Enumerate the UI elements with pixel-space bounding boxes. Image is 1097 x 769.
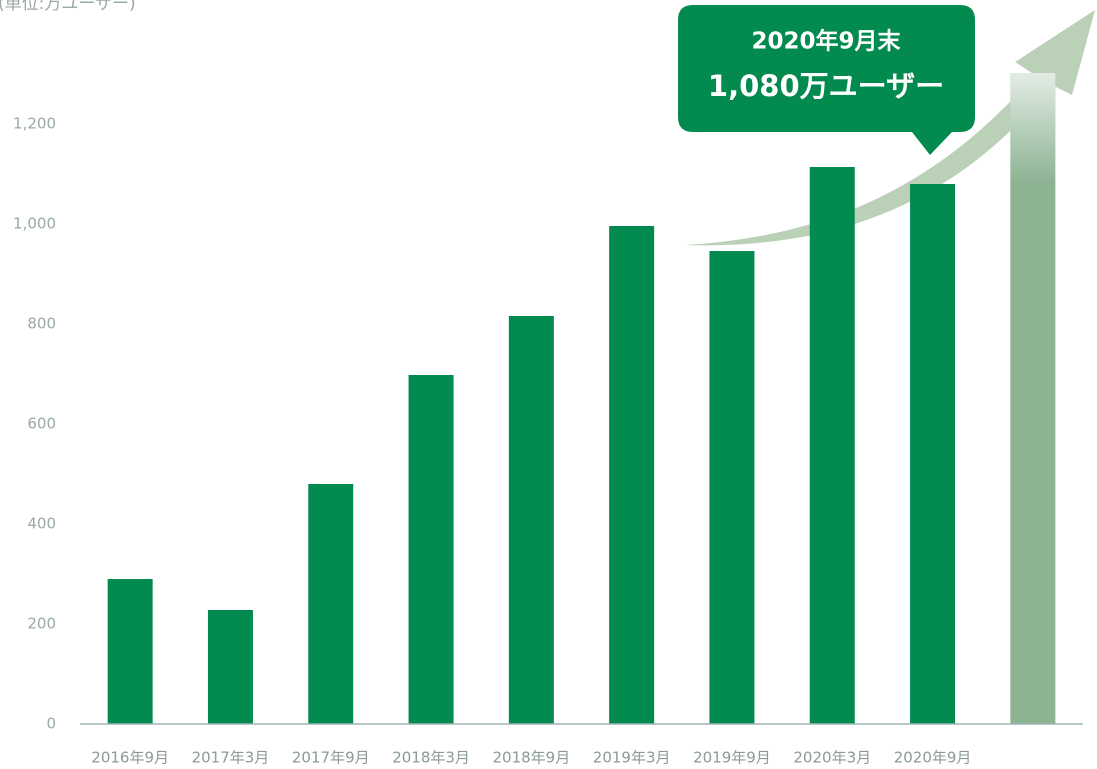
bar <box>107 579 153 724</box>
y-tick-label: 400 <box>27 515 56 533</box>
bar <box>308 484 354 724</box>
callout-line1: 2020年9月末 <box>751 28 901 55</box>
bar <box>809 167 855 724</box>
bar <box>408 375 454 724</box>
callout-line2: 1,080万ユーザー <box>708 69 944 103</box>
x-tick-label: 2018年9月 <box>492 749 570 767</box>
bar <box>609 226 655 724</box>
bar <box>910 184 956 724</box>
y-tick-label: 1,200 <box>13 115 56 133</box>
bar <box>207 610 253 724</box>
x-tick-label: 2020年9月 <box>894 749 972 767</box>
y-tick-label: 1,000 <box>13 215 56 233</box>
bar <box>709 251 755 724</box>
x-tick-label: 2017年3月 <box>192 749 270 767</box>
y-tick-label: 0 <box>46 715 56 733</box>
y-tick-label: 200 <box>27 615 56 633</box>
x-tick-label: 2020年3月 <box>793 749 871 767</box>
bar <box>508 316 554 724</box>
y-tick-label: 600 <box>27 415 56 433</box>
callout <box>678 5 975 155</box>
x-tick-label: 2017年9月 <box>292 749 370 767</box>
x-tick-label: 2018年3月 <box>392 749 470 767</box>
bar-fade <box>1010 73 1056 183</box>
x-tick-label: 2019年9月 <box>693 749 771 767</box>
y-tick-label: 800 <box>27 315 56 333</box>
x-tick-label: 2016年9月 <box>91 749 169 767</box>
x-tick-label: 2019年3月 <box>593 749 671 767</box>
unit-label: (単位:万ユーザー) <box>0 0 136 14</box>
